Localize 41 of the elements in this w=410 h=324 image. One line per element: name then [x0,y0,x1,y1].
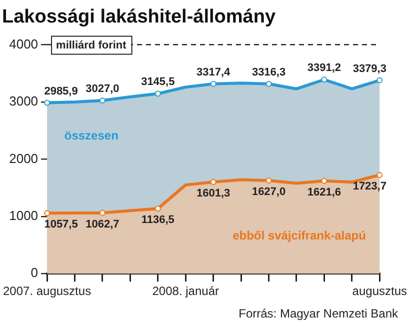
y-axis-title: milliárd forint [56,39,127,52]
data-label: 1601,3 [196,188,230,200]
x-tick-label: augusztus [352,284,407,298]
data-label: 2985,9 [44,85,78,98]
point [321,178,328,184]
data-label: 3027,0 [86,82,120,95]
y-tick-label: 1000 [9,208,38,223]
text: Forrás: Magyar Nemzeti Bank [238,306,399,320]
point [210,179,216,186]
data-label: 3317,4 [196,66,232,78]
data-label: 1062,7 [86,218,120,230]
data-label: 1057,5 [44,218,78,231]
chart-title: Lakossági lakáshitel-állomány [2,6,276,28]
point [376,172,383,178]
point [99,210,106,216]
point [154,90,161,97]
y-tick-label: 0 [30,265,38,280]
point [321,76,328,83]
point [44,100,50,106]
point [99,97,106,104]
point [266,80,272,87]
x-tick-label: 2008. január [152,284,219,298]
point [154,206,161,212]
data-label: 1723,7 [352,180,386,193]
data-label: 3379,3 [352,62,386,75]
data-label: 3316,3 [252,66,286,78]
data-label: 3391,2 [307,62,342,74]
point [376,77,383,84]
point [44,210,50,216]
x-tick-label: 2007. augusztus [2,284,92,298]
y-tick-label: 4000 [9,36,38,52]
point [266,178,272,184]
data-label: 1621,6 [307,186,342,198]
y-tick-label: 2000 [9,150,38,166]
point [210,80,216,87]
data-label: 1136,5 [141,214,174,226]
series-label: összesen [64,128,118,143]
series-label: ebből svájcifrank-alapú [232,228,366,242]
y-tick-label: 3000 [9,94,38,109]
data-label: 3145,5 [141,76,175,88]
data-label: 1627,0 [252,186,286,198]
